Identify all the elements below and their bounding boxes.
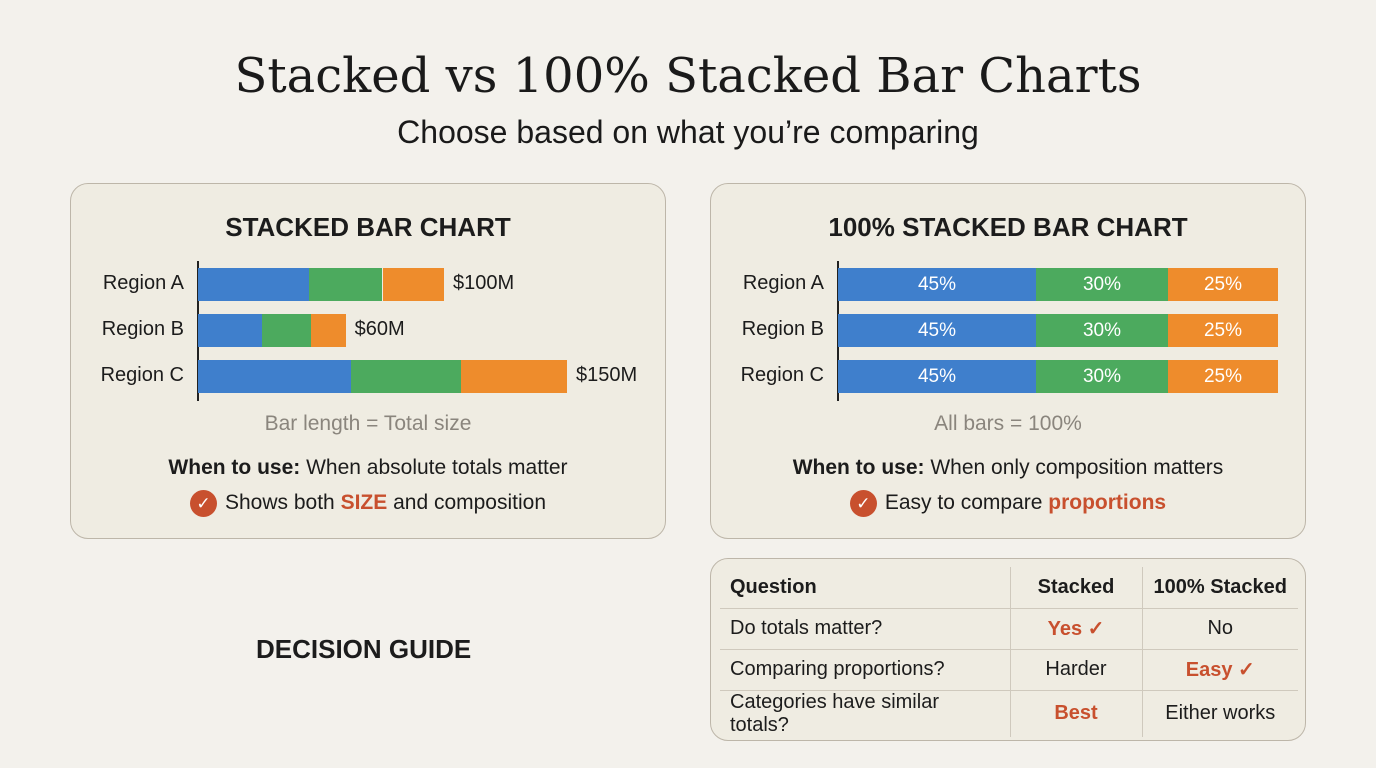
percent-stacked-chart: Region A 45% 30% 25% Region B 45% 30% 25% Region…: [711, 184, 1305, 538]
header-percent: 100% Stacked: [1142, 567, 1298, 609]
when-label: When to use:: [168, 456, 301, 479]
cell: Easy ✓: [1142, 649, 1298, 691]
total-label: $100M: [453, 272, 515, 294]
bar-segment: 25%: [1168, 360, 1278, 393]
table-header-row: Question Stacked 100% Stacked: [720, 567, 1298, 609]
panel-title: STACKED BAR CHART: [225, 212, 511, 242]
cell: Comparing proportions?: [720, 649, 1010, 691]
header-question: Question: [720, 567, 1010, 609]
when-text: When absolute totals matter: [300, 456, 568, 479]
cell: Harder: [1009, 649, 1143, 691]
table-row: Categories have similar totals? Best Eithe…: [720, 690, 1298, 737]
decision-table: Question Stacked 100% Stacked Do totals …: [720, 567, 1298, 737]
cell: Either works: [1165, 702, 1276, 724]
table-row: Comparing proportions? Harder Easy ✓: [720, 649, 1298, 691]
percent-stacked-bar-panel: 100% STACKED BAR CHART Region A 45% 30% 25%…: [710, 183, 1306, 539]
cell: Best: [1009, 690, 1143, 737]
when-text: When only composition matters: [924, 456, 1224, 479]
bar-segment: 30%: [1036, 268, 1168, 301]
bar-segment: [261, 314, 312, 347]
bar-segment: [308, 268, 383, 301]
bar-segment: [350, 360, 462, 393]
category-label: Region B: [101, 318, 184, 340]
bar-segment: [461, 360, 567, 393]
when-label: When to use:: [792, 456, 925, 479]
cell: Categories have similar totals?: [730, 690, 939, 736]
chart-caption: All bars = 100%: [934, 412, 1082, 435]
category-label: Region C: [740, 364, 824, 386]
table-row: Do totals matter? Yes ✓ No: [720, 608, 1298, 650]
benefit-accent: SIZE: [340, 491, 388, 515]
cell: Yes ✓: [1009, 608, 1143, 650]
decision-guide-heading: DECISION GUIDE: [256, 634, 472, 664]
check-circle-icon: ✓: [849, 490, 877, 517]
bar-segment: 25%: [1168, 268, 1278, 301]
benefit-text-end: and composition: [387, 491, 547, 515]
bar-segment: 25%: [1168, 314, 1278, 347]
bar-segment: 45%: [838, 360, 1036, 393]
bar-segment: 45%: [838, 314, 1036, 347]
category-label: Region A: [742, 272, 824, 294]
chart-caption: Bar length = Total size: [264, 412, 472, 435]
when-to-use: When to use: When only composition matte…: [711, 456, 1305, 480]
bar-segment: 45%: [838, 268, 1036, 301]
category-label: Region B: [741, 318, 824, 340]
panel-title: 100% STACKED BAR CHART: [828, 212, 1188, 242]
total-label: $60M: [354, 318, 405, 340]
benefit-line: ✓ Easy to compare proportions: [711, 490, 1305, 517]
decision-table-panel: Question Stacked 100% Stacked Do totals …: [710, 558, 1306, 741]
bar-segment: [198, 268, 309, 301]
bar-segment: [198, 360, 351, 393]
total-label: $150M: [576, 364, 638, 386]
stacked-bar-panel: STACKED BAR CHART Region A $100M Region B $…: [70, 183, 666, 539]
category-label: Region C: [100, 364, 184, 386]
benefit-text: Shows both: [224, 491, 341, 515]
stacked-chart: Region A $100M Region B $60M Region C $150M: [71, 184, 665, 538]
cell: No: [1142, 608, 1298, 650]
bar-segment: [311, 314, 346, 347]
category-label: Region A: [102, 272, 184, 294]
page-subtitle: Choose based on what you’re comparing: [397, 114, 979, 150]
cell: Do totals matter?: [720, 608, 1010, 650]
bar-segment: [198, 314, 262, 347]
bar-segment: [382, 268, 444, 301]
benefit-text: Easy to compare: [884, 491, 1049, 515]
when-to-use: When to use: When absolute totals matter: [71, 456, 665, 480]
benefit-line: ✓ Shows both SIZE and composition: [71, 490, 665, 517]
check-circle-icon: ✓: [189, 490, 217, 517]
page-title: Stacked vs 100% Stacked Bar Charts: [234, 48, 1142, 104]
benefit-accent: proportions: [1048, 491, 1167, 515]
bar-segment: 30%: [1036, 314, 1168, 347]
bar-segment: 30%: [1036, 360, 1168, 393]
header-stacked: Stacked: [1009, 567, 1143, 609]
